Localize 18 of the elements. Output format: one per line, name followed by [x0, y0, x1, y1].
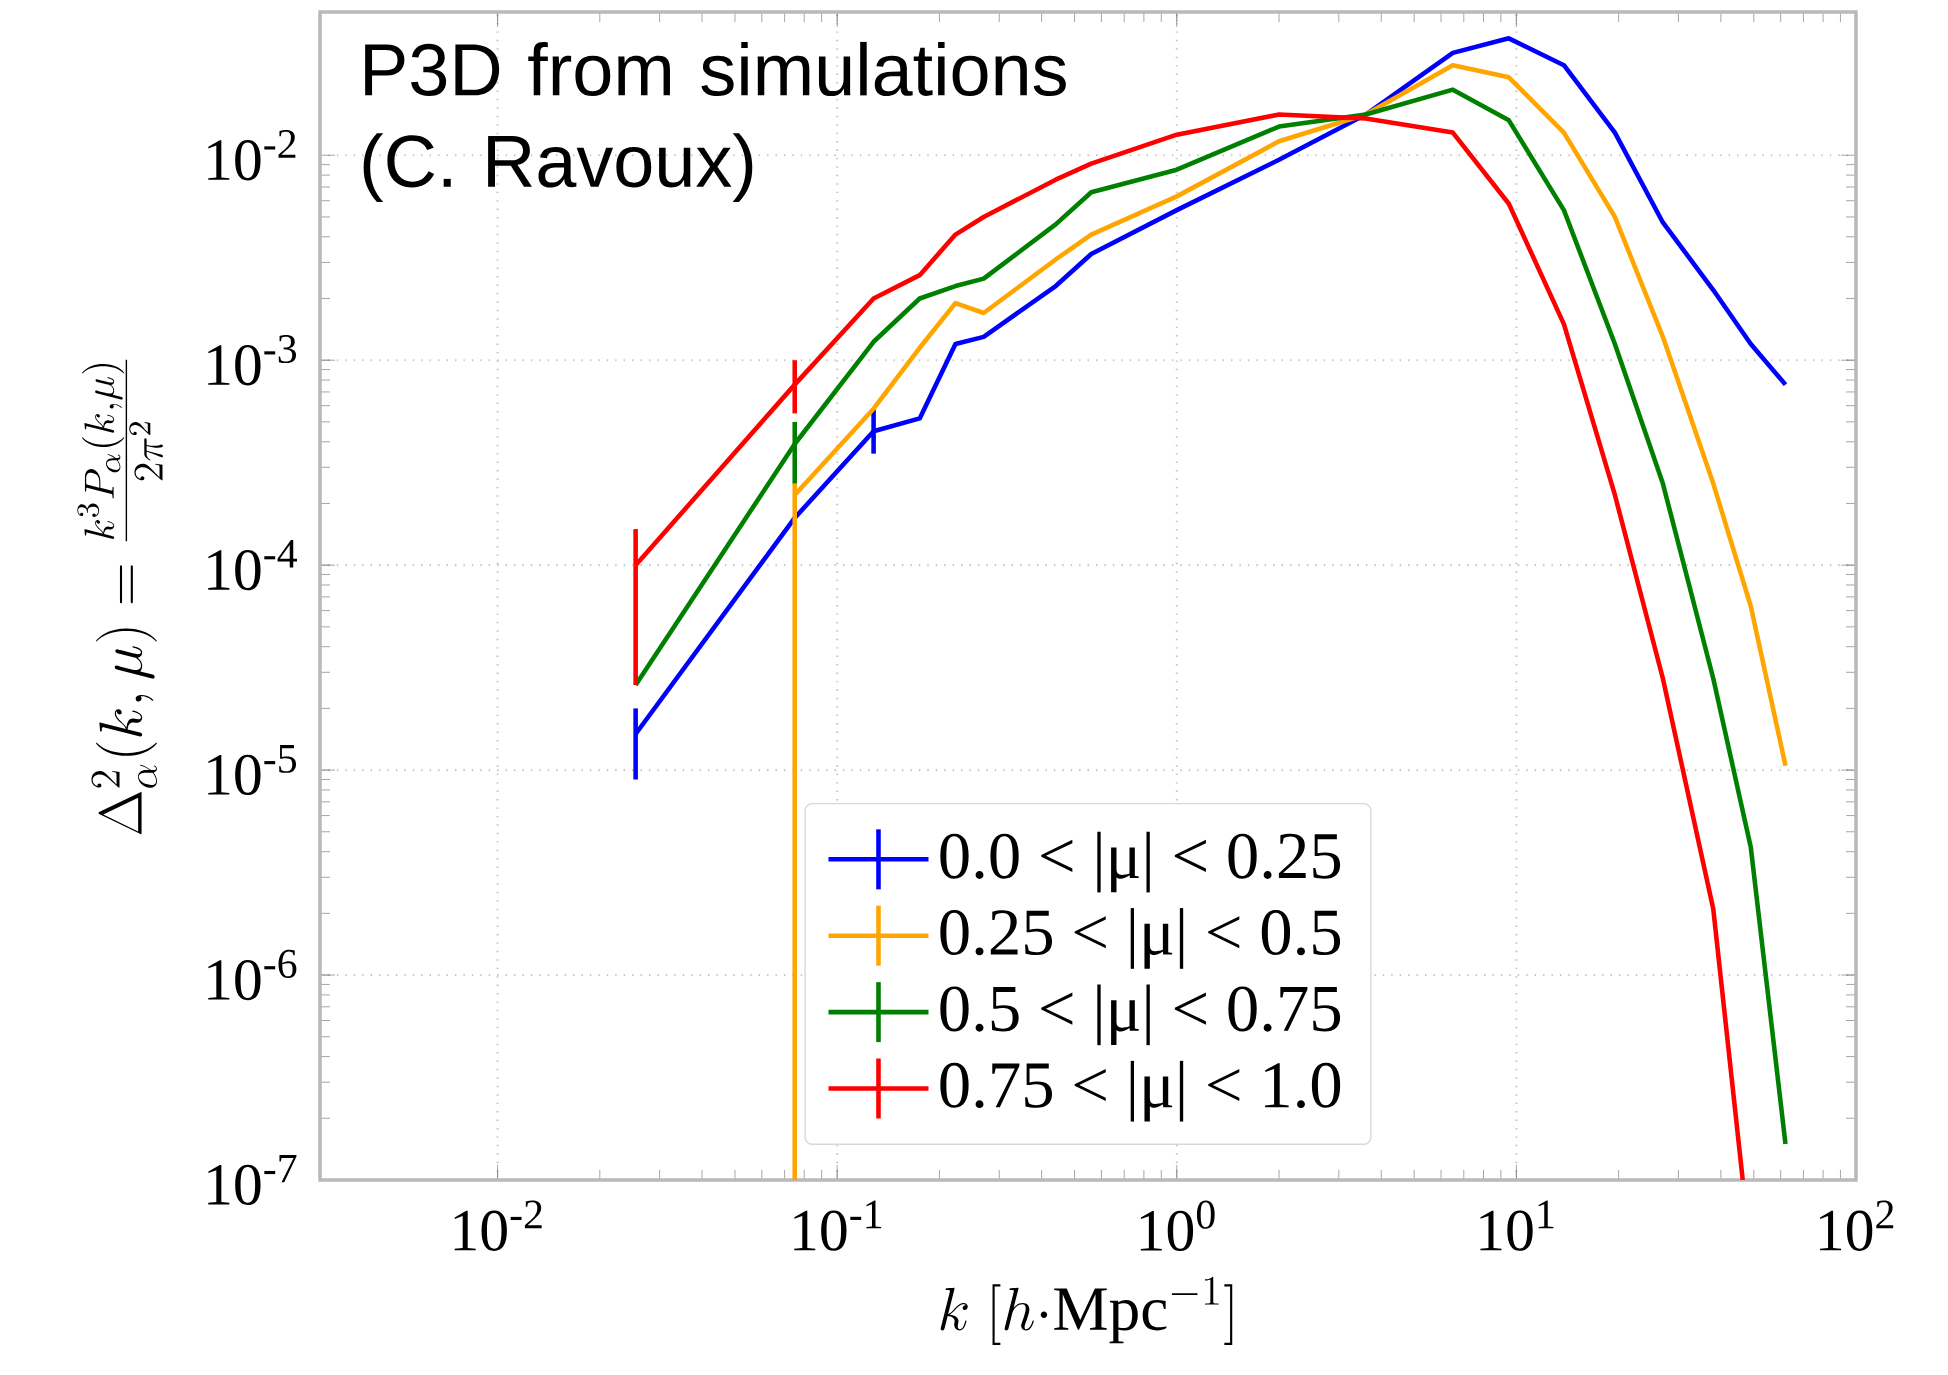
- y-axis-title: $\Delta^2_\alpha(k,\mu) = \frac{k^3 P_\alpha(k,\mu)}{2\pi^2}$: [77, 359, 163, 835]
- x-tick-label: 10$^{-1}$: [794, 1200, 882, 1251]
- legend-label: 0.25 < |μ| < 0.5: [940, 908, 1341, 969]
- y-tick-label: 10$^{-7}$: [208, 1154, 297, 1206]
- x-tick-label: 10$^{-2}$: [454, 1200, 542, 1251]
- x-tick-label: 10$^{0}$: [1140, 1200, 1215, 1252]
- legend-label: 0.75 < |μ| < 1.0: [940, 1060, 1341, 1122]
- y-tick-label: 10$^{-6}$: [208, 949, 297, 1001]
- x-tick-label: 10$^{1}$: [1480, 1200, 1554, 1251]
- x-axis-title: $k\ [h{\cdot}\mathrm{Mpc}^{-1}]$: [940, 1276, 1233, 1345]
- x-tick-label: 10$^{2}$: [1820, 1200, 1894, 1251]
- y-tick-label: 10$^{-4}$: [208, 540, 297, 591]
- legend-label: 0.0 < |μ| < 0.25: [940, 831, 1341, 893]
- annotation: P3D from simulations (C. Ravoux): [363, 41, 1066, 203]
- y-tick-label: 10$^{-2}$: [208, 130, 296, 181]
- y-tick-label: 10$^{-3}$: [208, 335, 296, 386]
- legend-label: 0.5 < |μ| < 0.75: [940, 984, 1341, 1046]
- y-tick-label: 10$^{-5}$: [208, 745, 296, 796]
